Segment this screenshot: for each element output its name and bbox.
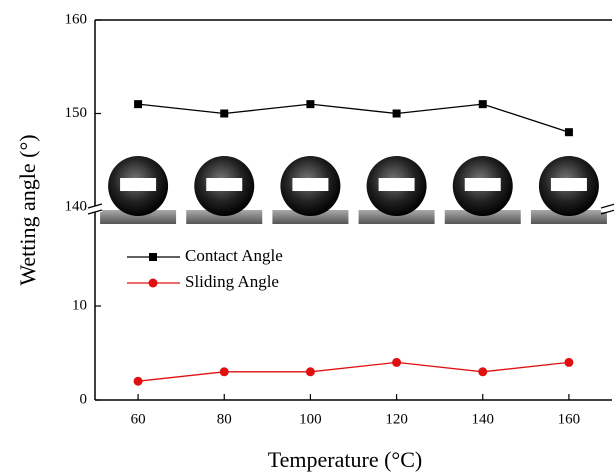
droplet-highlight: [551, 178, 587, 191]
marker: [306, 367, 315, 376]
chart: Wetting angle (°) Temperature (°C) 140 15…: [0, 0, 614, 474]
y-tick-label: 150: [65, 105, 88, 121]
y-tick-label: 160: [65, 11, 88, 27]
x-tick-label: 120: [385, 411, 408, 427]
legend-label: Contact Angle: [185, 246, 283, 265]
legend-marker: [149, 253, 157, 261]
x-tick-label: 60: [131, 411, 146, 427]
marker: [134, 100, 142, 108]
marker: [478, 367, 487, 376]
x-axis-label: Temperature (°C): [268, 447, 422, 472]
droplet-highlight: [206, 178, 242, 191]
droplet-highlight: [292, 178, 328, 191]
marker: [479, 100, 487, 108]
marker: [393, 110, 401, 118]
y-tick-label: 10: [72, 297, 87, 313]
marker: [392, 358, 401, 367]
y-tick-label: 140: [65, 198, 88, 214]
x-tick-label: 80: [217, 411, 232, 427]
series-line: [138, 362, 569, 381]
droplet-highlight: [120, 178, 156, 191]
marker: [220, 110, 228, 118]
legend-label: Sliding Angle: [185, 272, 279, 291]
marker: [564, 358, 573, 367]
marker: [134, 377, 143, 386]
x-tick-label: 140: [472, 411, 495, 427]
droplet-highlight: [465, 178, 501, 191]
legend-marker: [149, 279, 158, 288]
marker: [565, 128, 573, 136]
marker: [220, 367, 229, 376]
droplet-highlight: [379, 178, 415, 191]
y-axis-label: Wetting angle (°): [15, 134, 40, 285]
series-line: [138, 104, 569, 132]
x-tick-label: 100: [299, 411, 322, 427]
y-tick-label: 0: [80, 391, 88, 407]
x-tick-label: 160: [558, 411, 581, 427]
marker: [306, 100, 314, 108]
